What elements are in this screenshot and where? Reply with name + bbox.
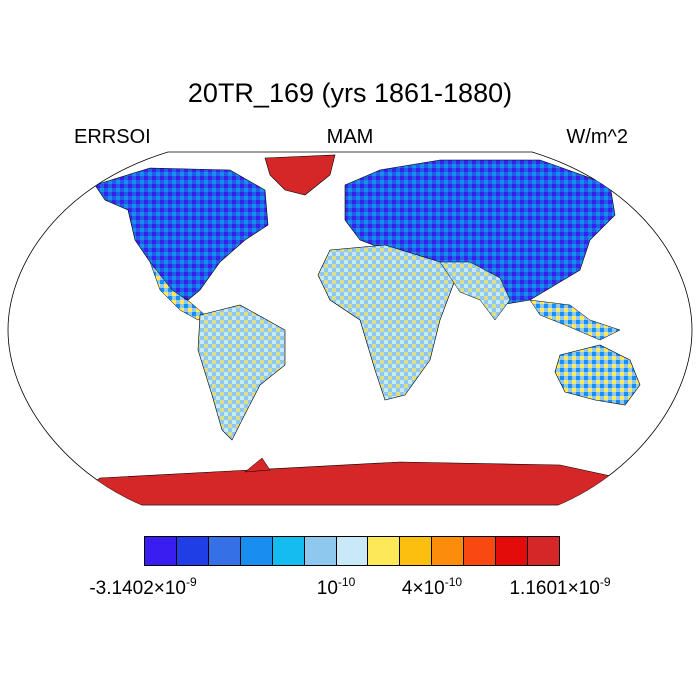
colorbar-swatch-1: [176, 537, 209, 565]
colorbar-swatch-2: [208, 537, 241, 565]
south-america: [197, 304, 286, 441]
figure-title: 20TR_169 (yrs 1861-1880): [187, 78, 513, 108]
colorbar-swatch-10: [464, 537, 497, 565]
colorbar-swatch-4: [272, 537, 305, 565]
colorbar-label-min: -3.1402×10-9: [89, 575, 197, 599]
colorbar-swatch-5: [304, 537, 337, 565]
north-america: [94, 167, 269, 301]
colorbar-label-max: 1.1601×10-9: [509, 575, 611, 599]
colorbar-swatch-6: [336, 537, 369, 565]
antarctic-peninsula: [244, 457, 271, 473]
antarctica: [59, 461, 641, 505]
arabia-india: [439, 261, 511, 321]
colorbar-swatch-3: [240, 537, 273, 565]
colorbar-swatch-9: [432, 537, 465, 565]
units-label: W/m^2: [566, 126, 628, 148]
greenland: [264, 154, 336, 196]
colorbar-swatch-7: [368, 537, 401, 565]
australia: [554, 344, 641, 406]
colorbar-swatch-11: [496, 537, 529, 565]
colorbar-swatch-12: [528, 537, 559, 565]
colorbar-label-4e-10: 4×10-10: [401, 575, 463, 599]
variable-label: ERRSOI: [74, 126, 151, 148]
colorbar-swatch-0: [145, 537, 177, 565]
season-label: MAM: [326, 126, 374, 148]
colorbar-swatch-8: [400, 537, 433, 565]
colorbar: [144, 536, 560, 566]
colorbar-label-1e-10: 10-10: [316, 575, 356, 599]
southeast-asia: [529, 299, 621, 341]
